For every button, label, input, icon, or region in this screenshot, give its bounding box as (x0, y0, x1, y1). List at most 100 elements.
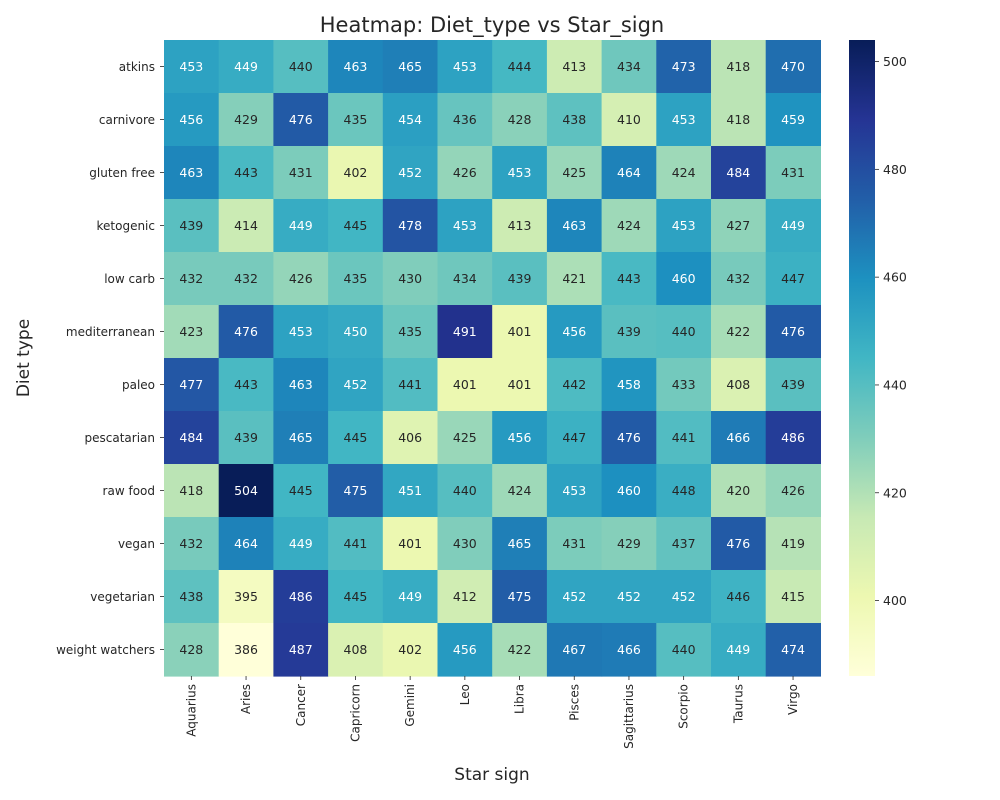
cell-value-label: 440 (289, 59, 313, 74)
cell-value-label: 415 (781, 589, 805, 604)
x-tick-label: Gemini (403, 684, 417, 727)
cell-value-label: 474 (781, 642, 805, 657)
cell-value-label: 434 (617, 59, 641, 74)
cell-value-label: 453 (562, 483, 586, 498)
heatmap-cell (546, 570, 603, 624)
heatmap-cell (765, 517, 821, 571)
heatmap-cell (711, 517, 767, 571)
cell-value-label: 418 (179, 483, 203, 498)
cell-value-label: 484 (179, 430, 203, 445)
heatmap-cell (546, 305, 603, 359)
cell-value-label: 402 (398, 642, 422, 657)
cell-value-label: 449 (289, 218, 313, 233)
heatmap-cell (492, 40, 548, 94)
cell-value-label: 443 (617, 271, 641, 286)
heatmap-cell (328, 411, 384, 465)
cell-value-label: 432 (234, 271, 258, 286)
heatmap-cell (382, 517, 439, 571)
y-tick-label: paleo (122, 378, 155, 392)
cell-value-label: 441 (398, 377, 422, 392)
heatmap-cell (656, 464, 712, 518)
cell-value-label: 401 (508, 324, 532, 339)
heatmap-cell (382, 358, 439, 412)
heatmap-cell (601, 570, 657, 624)
x-axis-ticks: Aquarius Aries Cancer Capricorn Gemini Leo Lib… (184, 676, 800, 749)
heatmap-cell (164, 199, 220, 253)
cell-value-label: 456 (179, 112, 203, 127)
heatmap-cell (546, 252, 603, 306)
heatmap-cell (765, 199, 821, 253)
cell-value-label: 452 (344, 377, 368, 392)
cell-value-label: 429 (617, 536, 641, 551)
cell-value-label: 438 (179, 589, 203, 604)
cell-value-label: 453 (508, 165, 532, 180)
heatmap-cell (164, 252, 220, 306)
heatmap-cell (273, 411, 329, 465)
heatmap-cell (382, 570, 439, 624)
y-tick-label: low carb (104, 272, 155, 286)
cell-value-label: 425 (562, 165, 586, 180)
x-tick-label: Libra (513, 684, 527, 714)
cell-value-label: 431 (289, 165, 313, 180)
cell-value-label: 453 (453, 59, 477, 74)
heatmap-cell (546, 623, 603, 677)
colorbar-tick-label: 480 (883, 162, 907, 177)
cell-value-label: 445 (344, 218, 368, 233)
heatmap-cell (601, 623, 657, 677)
heatmap-cell (164, 358, 220, 412)
cell-value-label: 419 (781, 536, 805, 551)
cell-value-label: 466 (617, 642, 641, 657)
heatmap-cell (601, 517, 657, 571)
heatmap-cell (437, 517, 493, 571)
cell-value-label: 423 (179, 324, 203, 339)
heatmap-cell (711, 252, 767, 306)
heatmap-cell (437, 252, 493, 306)
chart-title: Heatmap: Diet_type vs Star_sign (320, 13, 665, 38)
cell-value-label: 426 (781, 483, 805, 498)
heatmap-cell (492, 464, 548, 518)
heatmap-cell (765, 93, 821, 147)
x-tick-label: Scorpio (677, 684, 691, 729)
heatmap-cell (218, 464, 274, 518)
heatmap-cell (382, 199, 439, 253)
cell-value-label: 439 (781, 377, 805, 392)
heatmap-cell (273, 358, 329, 412)
cell-value-label: 449 (234, 59, 258, 74)
cell-value-label: 458 (617, 377, 641, 392)
cell-value-label: 452 (617, 589, 641, 604)
heatmap-cell (656, 199, 712, 253)
x-tick-label: Capricorn (348, 684, 362, 742)
heatmap-cell (382, 252, 439, 306)
heatmap-cell (492, 623, 548, 677)
heatmap-cell (601, 358, 657, 412)
cell-value-label: 449 (398, 589, 422, 604)
cell-value-label: 465 (398, 59, 422, 74)
heatmap-cell (601, 464, 657, 518)
x-tick-label: Leo (458, 684, 472, 705)
heatmap-cell (218, 517, 274, 571)
heatmap-cell (711, 93, 767, 147)
cell-value-label: 463 (289, 377, 313, 392)
heatmap-cell (328, 40, 384, 94)
cell-value-label: 428 (508, 112, 532, 127)
heatmap-cell (218, 146, 274, 200)
cell-value-label: 475 (344, 483, 368, 498)
cell-value-label: 447 (781, 271, 805, 286)
heatmap-cell (273, 464, 329, 518)
cell-value-label: 460 (617, 483, 641, 498)
x-tick-label: Aries (239, 684, 253, 714)
heatmap-cell (711, 411, 767, 465)
y-tick-label: gluten free (89, 166, 155, 180)
cell-value-label: 430 (398, 271, 422, 286)
y-axis-ticks: atkins carnivore gluten free ketogenic low c… (56, 60, 164, 657)
cell-value-label: 463 (344, 59, 368, 74)
heatmap-cell (328, 146, 384, 200)
cell-value-label: 476 (234, 324, 258, 339)
cell-value-label: 446 (726, 589, 750, 604)
cell-value-label: 476 (781, 324, 805, 339)
cell-value-label: 440 (672, 642, 696, 657)
cell-value-label: 441 (344, 536, 368, 551)
heatmap-cell (711, 570, 767, 624)
cell-value-label: 467 (562, 642, 586, 657)
y-axis-title: Diet type (14, 319, 34, 397)
